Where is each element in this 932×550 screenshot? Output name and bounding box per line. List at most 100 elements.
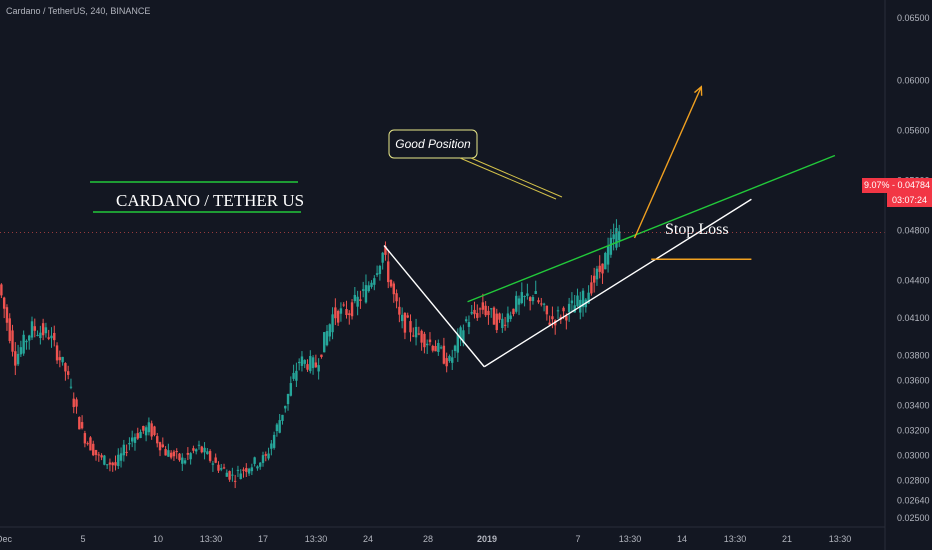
candle-body	[284, 405, 287, 409]
candle-body	[172, 451, 176, 457]
candle-body	[289, 383, 293, 396]
candle-body	[526, 293, 529, 296]
y-tick-label: 0.02640	[897, 496, 930, 506]
candle-body	[545, 305, 549, 315]
candle-body	[609, 237, 613, 255]
candle-body	[295, 370, 298, 381]
candle-body	[590, 282, 593, 294]
candle-body	[562, 307, 565, 312]
candle-body	[0, 284, 3, 296]
candle-body	[14, 351, 17, 366]
candle-body	[69, 386, 73, 388]
candle-body	[114, 462, 117, 466]
candle-body	[16, 353, 20, 365]
candle-body	[345, 309, 348, 316]
candle-body	[217, 464, 220, 471]
candle-body	[36, 334, 39, 336]
x-tick-label: 13:30	[619, 534, 642, 544]
x-tick-label: 24	[363, 534, 373, 544]
candle-body	[183, 460, 187, 464]
candle-body	[8, 318, 11, 341]
candle-body	[5, 307, 9, 323]
candle-body	[270, 443, 273, 449]
callout-text: Good Position	[395, 137, 471, 151]
candle-body	[231, 474, 234, 476]
x-tick-label: Dec	[0, 534, 12, 544]
candle-body	[105, 464, 109, 466]
candle-body	[267, 453, 270, 459]
candle-body	[587, 292, 590, 304]
candle-body	[80, 422, 84, 429]
candle-body	[612, 234, 615, 240]
candle-body	[350, 302, 354, 317]
candle-body	[409, 321, 412, 333]
candle-body	[484, 305, 487, 316]
candle-body	[119, 453, 123, 461]
candle-body	[275, 424, 279, 431]
candle-body	[61, 356, 64, 363]
candle-body	[506, 313, 510, 323]
candle-body	[28, 335, 31, 341]
candle-body	[598, 265, 601, 272]
candle-body	[434, 345, 437, 352]
x-tick-label: 21	[782, 534, 792, 544]
y-tick-label: 0.06000	[897, 76, 930, 86]
candle-body	[314, 362, 318, 368]
candle-body	[462, 330, 465, 343]
candle-body	[573, 305, 576, 313]
x-tick-label: 28	[423, 534, 433, 544]
candle-body	[208, 451, 212, 461]
candle-body	[576, 295, 579, 307]
candle-body	[197, 444, 201, 446]
candle-body	[359, 299, 362, 301]
y-tick-label: 0.04800	[897, 226, 930, 236]
candle-body	[467, 322, 471, 327]
candle-body	[303, 360, 306, 364]
candle-body	[259, 462, 262, 467]
wedge-upper-line	[383, 245, 485, 368]
main-label: CARDANO / TETHER US	[116, 191, 304, 210]
candle-body	[567, 303, 571, 313]
candle-body	[108, 462, 112, 465]
projection-line	[633, 86, 702, 239]
candle-body	[512, 308, 515, 315]
candle-body	[47, 337, 50, 339]
candles-layer	[0, 219, 621, 489]
candle-body	[195, 449, 198, 452]
candle-body	[425, 343, 429, 346]
candle-body	[417, 333, 421, 335]
y-tick-label: 0.02500	[897, 513, 930, 523]
candle-body	[22, 334, 25, 354]
candle-body	[242, 469, 245, 471]
candle-body	[323, 332, 326, 353]
candle-body	[220, 468, 223, 470]
candle-body	[387, 261, 390, 283]
candle-body	[403, 313, 407, 333]
candle-body	[211, 463, 215, 465]
candle-body	[378, 265, 382, 274]
candle-body	[41, 323, 45, 336]
candle-body	[233, 480, 237, 482]
callout-pointer	[470, 157, 563, 198]
candle-body	[317, 365, 320, 372]
candle-body	[520, 292, 524, 303]
candle-body	[459, 327, 462, 339]
candle-body	[618, 231, 621, 241]
candle-body	[445, 358, 448, 367]
candle-body	[615, 227, 618, 248]
candle-body	[125, 451, 128, 453]
candle-body	[30, 321, 34, 338]
candle-body	[58, 357, 62, 361]
candle-body	[361, 289, 365, 291]
candle-body	[103, 455, 106, 465]
candle-body	[133, 437, 137, 443]
candle-body	[364, 285, 368, 303]
candle-body	[136, 433, 139, 439]
candle-body	[175, 451, 178, 453]
candle-body	[478, 308, 482, 310]
candle-body	[565, 315, 568, 321]
candle-body	[523, 296, 526, 298]
x-tick-label: 13:30	[829, 534, 852, 544]
